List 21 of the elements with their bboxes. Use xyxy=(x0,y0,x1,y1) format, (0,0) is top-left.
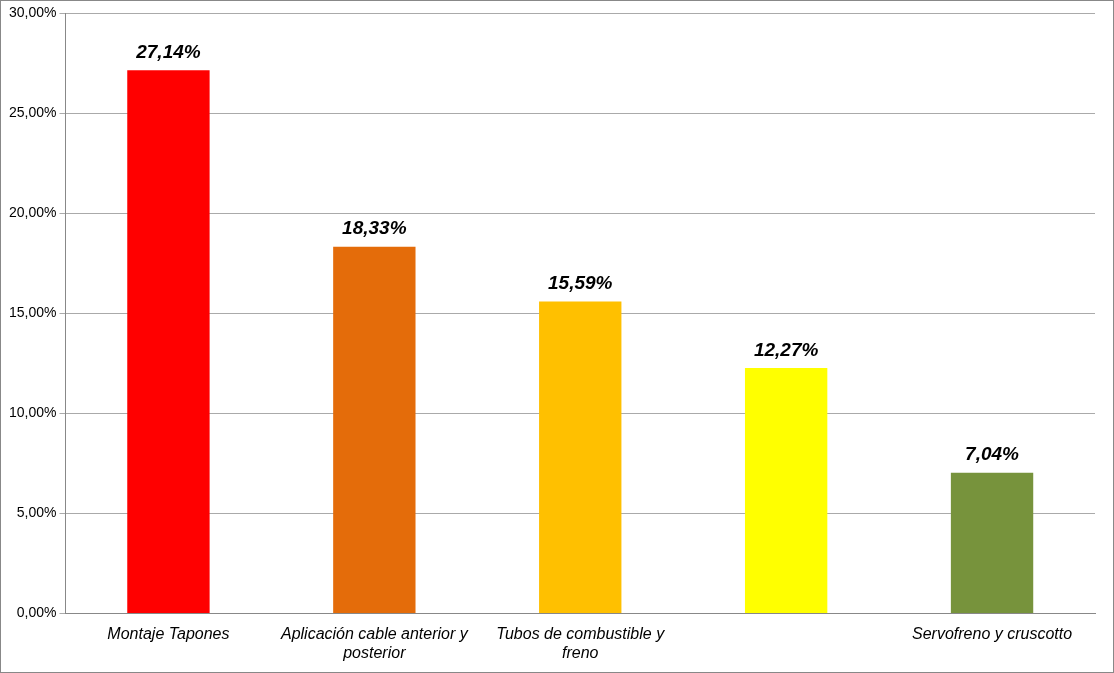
y-tick-label: 25,00% xyxy=(9,103,57,120)
bar xyxy=(539,301,622,614)
y-tick-label: 0,00% xyxy=(16,604,57,621)
y-tick-label: 15,00% xyxy=(9,304,57,321)
data-label: 12,27% xyxy=(753,338,819,360)
bar xyxy=(950,472,1034,614)
x-tick-label: Montaje Tapones xyxy=(107,624,230,642)
bar xyxy=(744,367,828,614)
x-tick-label: Tubos de combustible y freno xyxy=(496,624,666,661)
y-tick-label: 10,00% xyxy=(9,404,57,421)
bar xyxy=(127,70,210,614)
y-tick-label: 5,00% xyxy=(16,504,57,521)
y-tick-label: 30,00% xyxy=(9,3,57,20)
bar xyxy=(333,246,416,614)
data-label: 18,33% xyxy=(342,217,407,239)
data-label: 7,04% xyxy=(965,443,1020,465)
data-label: 27,14% xyxy=(135,40,201,62)
y-tick-label: 20,00% xyxy=(9,204,57,221)
x-tick-label: Servofreno y cruscotto xyxy=(912,624,1073,642)
data-label: 15,59% xyxy=(548,272,613,294)
x-tick-label: Aplicación cable anterior y posterior xyxy=(279,624,469,661)
